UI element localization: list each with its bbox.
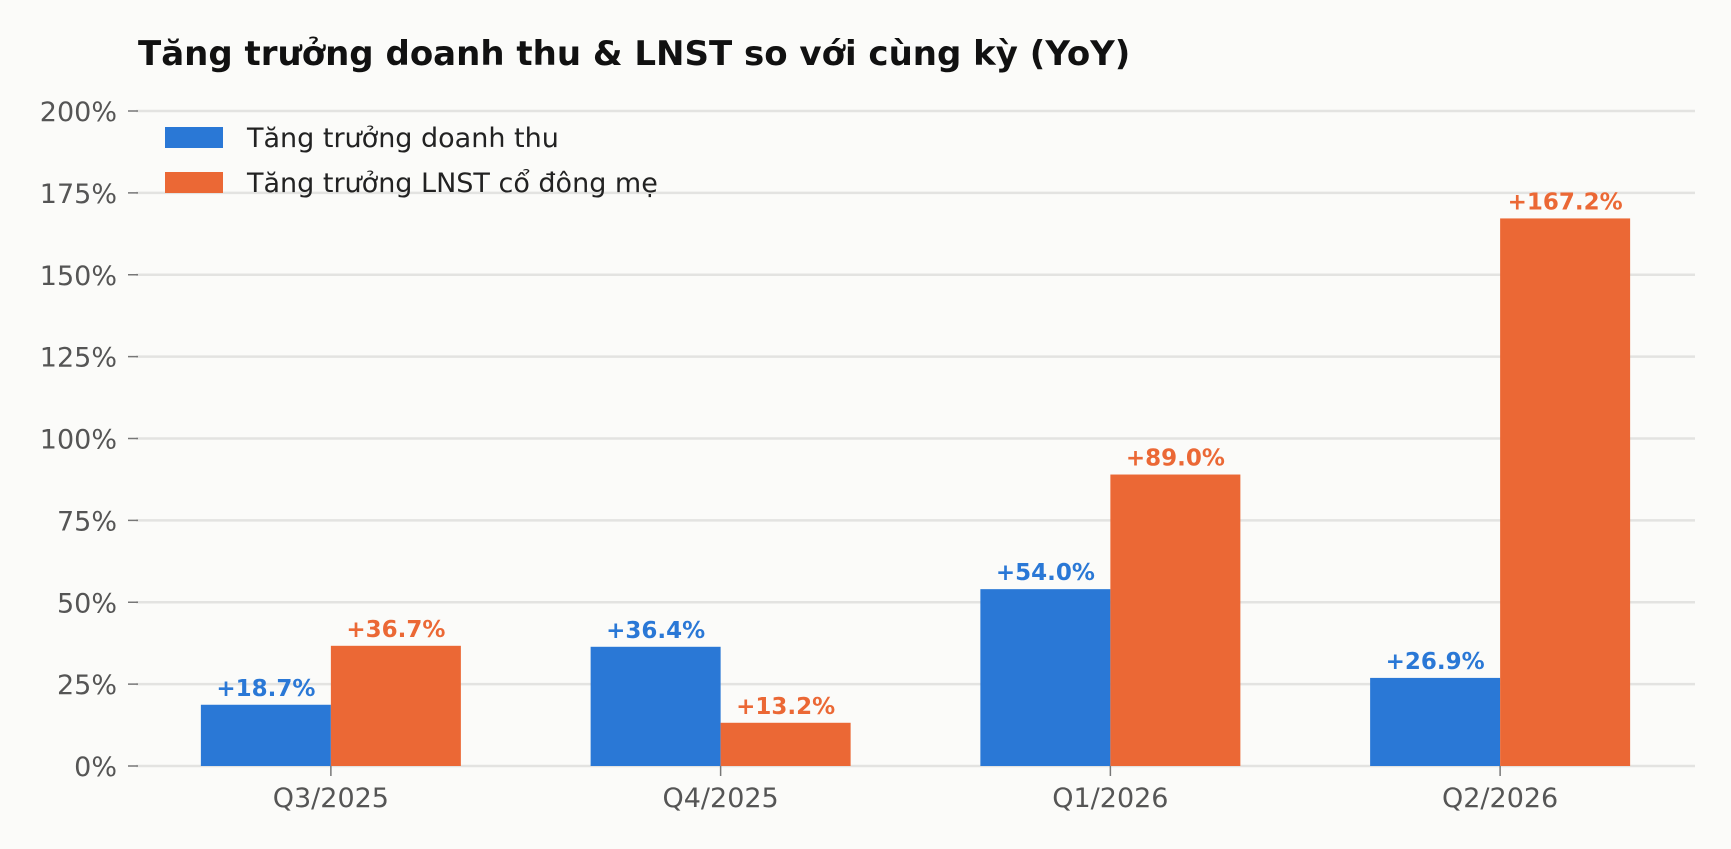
bar-profit [720, 722, 851, 766]
bar-revenue [200, 704, 331, 766]
y-tick-label: 150% [40, 261, 117, 292]
data-label: +36.7% [346, 617, 445, 643]
data-label: +18.7% [216, 676, 315, 702]
y-axis: 0% 25% 50% 75% 100% 125% 150% 175% 200% [40, 97, 138, 783]
data-label: +54.0% [996, 560, 1095, 586]
data-label: +26.9% [1386, 649, 1485, 675]
y-tick-label: 200% [40, 97, 117, 128]
y-tick-label: 0% [74, 752, 117, 783]
x-tick-label: Q1/2026 [1052, 783, 1168, 814]
legend-swatch [165, 172, 223, 193]
chart-title: Tăng trưởng doanh thu & LNST so với cùng… [138, 34, 1130, 74]
bar-profit [1500, 218, 1631, 767]
x-axis: Q3/2025 Q4/2025 Q1/2026 Q2/2026 [273, 766, 1558, 814]
bar-revenue [590, 646, 721, 766]
data-label: +89.0% [1126, 446, 1225, 472]
x-tick-label: Q2/2026 [1442, 783, 1558, 814]
bar-profit [1110, 474, 1241, 766]
x-tick-label: Q3/2025 [273, 783, 389, 814]
x-tick-label: Q4/2025 [663, 783, 779, 814]
data-labels: +18.7% +36.7% +36.4% +13.2% +54.0% +89.0% +26.… [216, 189, 1622, 719]
legend: Tăng trưởng doanh thu Tăng trưởng LNST cổ… [165, 123, 658, 199]
y-tick-label: 25% [57, 670, 117, 701]
bars [200, 218, 1631, 767]
y-tick-label: 75% [57, 506, 117, 537]
legend-label: Tăng trưởng doanh thu [246, 123, 559, 154]
bar-profit [330, 645, 461, 766]
data-label: +13.2% [736, 694, 835, 720]
y-tick-label: 50% [57, 588, 117, 619]
y-tick-label: 100% [40, 425, 117, 456]
bar-revenue [980, 589, 1111, 766]
data-label: +167.2% [1508, 189, 1623, 215]
bar-revenue [1370, 677, 1501, 766]
y-tick-label: 125% [40, 343, 117, 374]
y-tick-label: 175% [40, 179, 117, 210]
data-label: +36.4% [606, 618, 705, 644]
legend-label: Tăng trưởng LNST cổ đông mẹ [246, 168, 658, 199]
legend-swatch [165, 127, 223, 148]
